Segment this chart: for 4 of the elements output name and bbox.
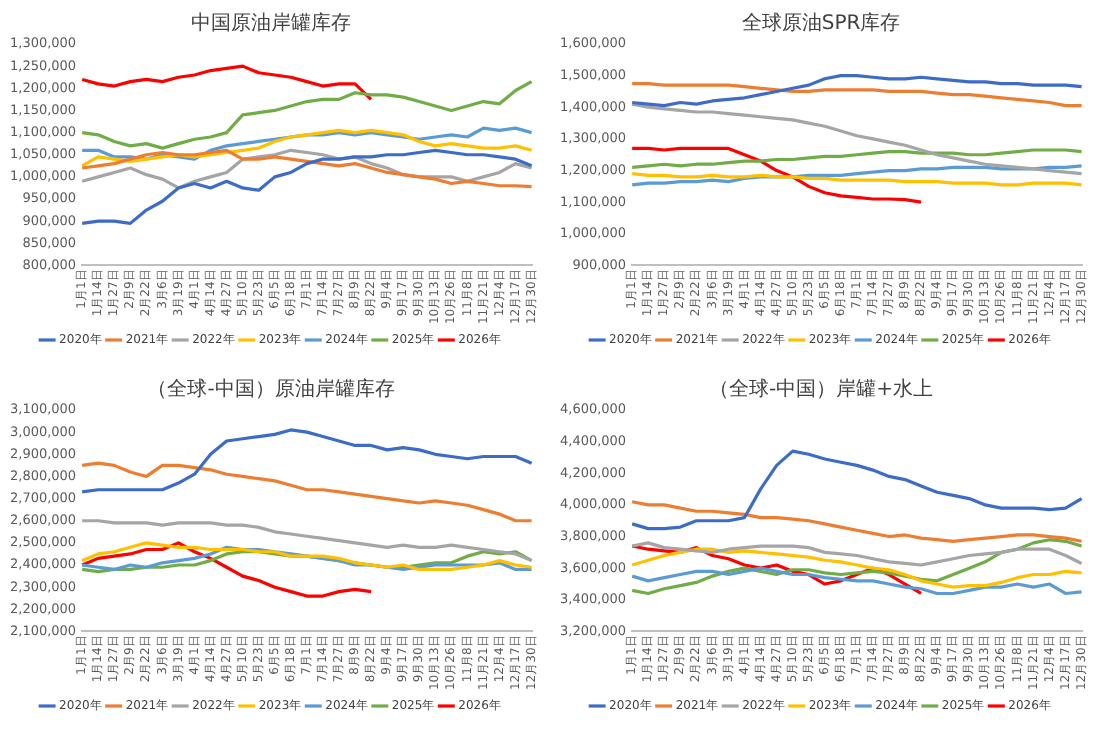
chart-title: （全球-中国）原油岸罐库存 — [147, 377, 395, 402]
chart-title: 中国原油岸罐库存 — [191, 11, 351, 36]
chart-title: 全球原油SPR库存 — [741, 11, 901, 36]
chart-title: （全球-中国）岸罐+水上 — [709, 377, 933, 402]
